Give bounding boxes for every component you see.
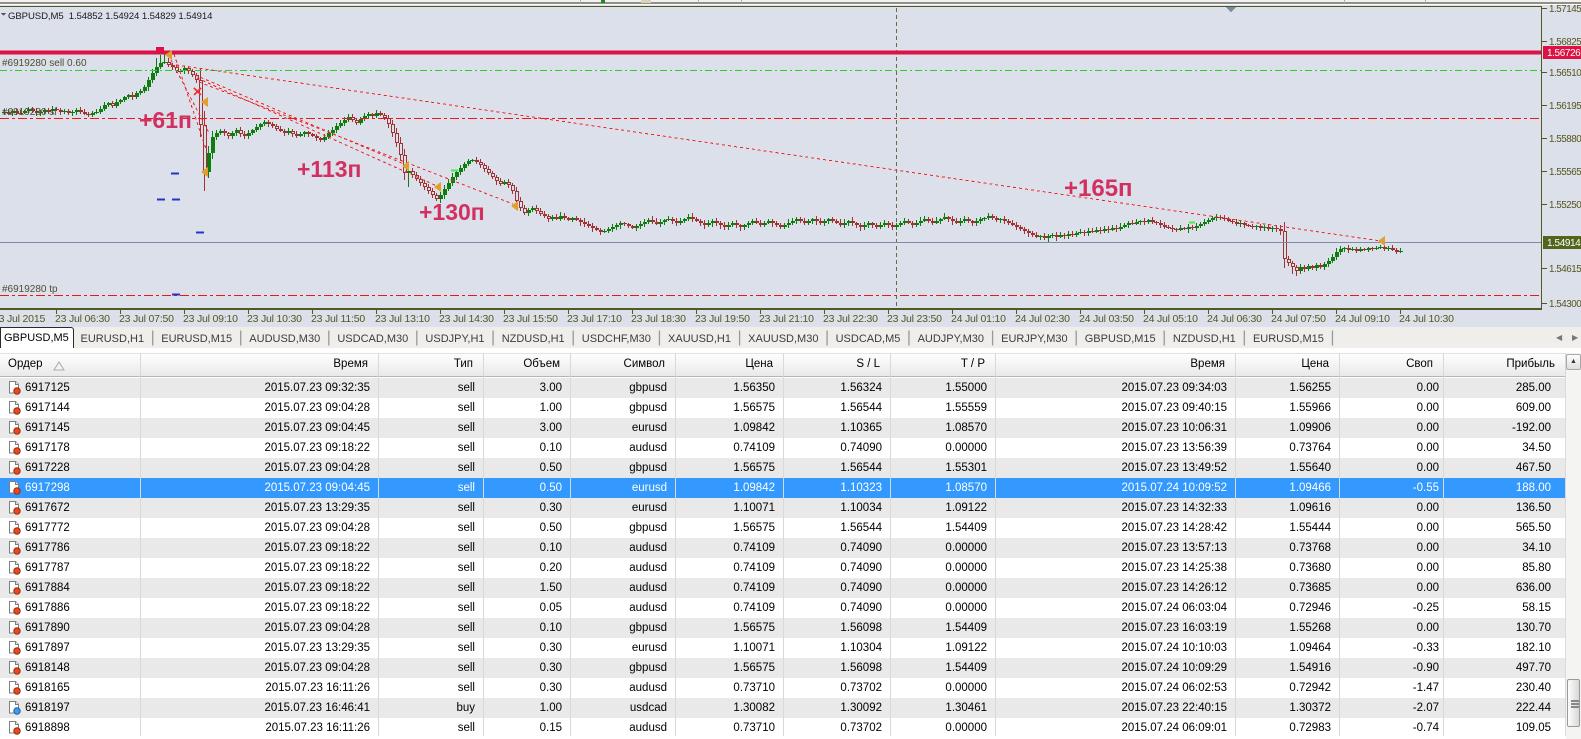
svg-text:23 Jul 09:10: 23 Jul 09:10 <box>183 313 238 325</box>
svg-text:1.55250: 1.55250 <box>1549 200 1581 211</box>
svg-text:GBPUSD,M5 1.54852 1.54924 1.5: GBPUSD,M5 1.54852 1.54924 1.54829 1.5491… <box>8 11 213 22</box>
svg-text:23 Jul 19:50: 23 Jul 19:50 <box>695 313 750 325</box>
svg-text:1.55565: 1.55565 <box>1549 167 1581 178</box>
svg-text:23 Jul 18:30: 23 Jul 18:30 <box>631 313 686 325</box>
svg-text:23 Jul 14:30: 23 Jul 14:30 <box>439 313 494 325</box>
svg-text:+165п: +165п <box>1064 175 1133 202</box>
svg-text:23 Jul 21:10: 23 Jul 21:10 <box>759 313 814 325</box>
svg-text:24 Jul 05:10: 24 Jul 05:10 <box>1143 313 1198 325</box>
svg-text:24 Jul 07:50: 24 Jul 07:50 <box>1271 313 1326 325</box>
svg-text:23 Jul 10:30: 23 Jul 10:30 <box>247 313 302 325</box>
svg-text:#6919280 tp: #6919280 tp <box>2 284 58 295</box>
svg-text:1.56726: 1.56726 <box>1547 48 1581 59</box>
svg-text:23 Jul 13:10: 23 Jul 13:10 <box>375 313 430 325</box>
svg-text:1.54914: 1.54914 <box>1547 238 1581 249</box>
svg-text:+113п: +113п <box>297 156 361 182</box>
svg-text:23 Jul 11:50: 23 Jul 11:50 <box>311 313 365 325</box>
svg-text:#6919280 sl: #6919280 sl <box>2 107 57 118</box>
svg-text:24 Jul 10:30: 24 Jul 10:30 <box>1399 313 1454 325</box>
svg-text:23 Jul 22:30: 23 Jul 22:30 <box>823 313 878 325</box>
svg-text:23 Jul 23:50: 23 Jul 23:50 <box>887 313 942 325</box>
svg-text:1.54615: 1.54615 <box>1549 264 1581 275</box>
svg-text:1.56195: 1.56195 <box>1549 101 1581 112</box>
svg-text:1.56825: 1.56825 <box>1549 37 1581 48</box>
svg-text:1.57145: 1.57145 <box>1549 5 1581 15</box>
svg-text:24 Jul 09:10: 24 Jul 09:10 <box>1335 313 1390 325</box>
svg-text:23 Jul 07:50: 23 Jul 07:50 <box>119 313 174 325</box>
svg-text:24 Jul 02:30: 24 Jul 02:30 <box>1015 313 1070 325</box>
svg-text:1.54300: 1.54300 <box>1549 299 1581 310</box>
svg-text:23 Jul 2015: 23 Jul 2015 <box>0 313 45 325</box>
svg-text:+130п: +130п <box>419 199 485 225</box>
svg-text:24 Jul 03:50: 24 Jul 03:50 <box>1079 313 1134 325</box>
svg-text:1.55880: 1.55880 <box>1549 134 1581 145</box>
svg-text:24 Jul 01:10: 24 Jul 01:10 <box>951 313 1006 325</box>
svg-text:24 Jul 06:30: 24 Jul 06:30 <box>1207 313 1262 325</box>
svg-text:23 Jul 17:10: 23 Jul 17:10 <box>567 313 622 325</box>
svg-text:+61п: +61п <box>139 107 192 133</box>
svg-text:#6919280 sell 0.60: #6919280 sell 0.60 <box>2 58 87 69</box>
svg-text:23 Jul 15:50: 23 Jul 15:50 <box>503 313 558 325</box>
svg-text:23 Jul 06:30: 23 Jul 06:30 <box>55 313 110 325</box>
svg-text:1.56510: 1.56510 <box>1549 68 1581 79</box>
